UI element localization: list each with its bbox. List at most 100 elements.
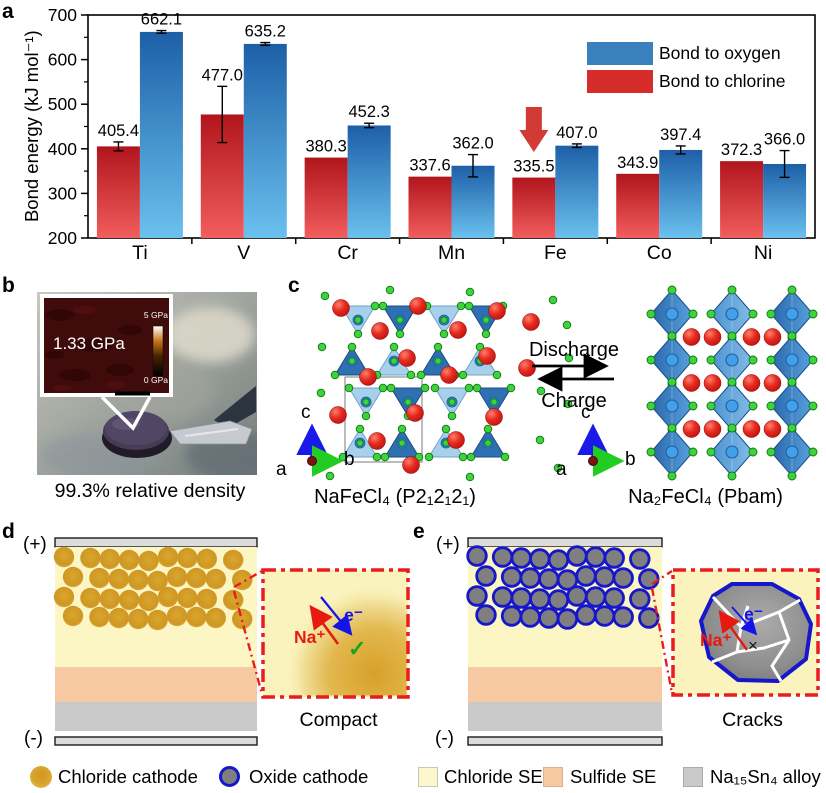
svg-text:372.3: 372.3 [721, 141, 762, 159]
axis-triad-left [296, 423, 344, 477]
panel-d-label: d [2, 520, 15, 543]
svg-text:397.4: 397.4 [660, 126, 701, 144]
panel-b-c-graphics [37, 285, 818, 482]
highlight-arrow-icon [519, 107, 549, 152]
current-collector-top [467, 537, 663, 548]
na2fecl4-structure [646, 285, 818, 481]
legend-chloride-cathode: Chloride cathode [58, 766, 198, 787]
relative-density-caption: 99.3% relative density [54, 480, 246, 502]
charge-label: Charge [541, 390, 607, 412]
sulfide-se-layer [55, 667, 257, 702]
svg-text:452.3: 452.3 [348, 103, 389, 121]
colorbar-min-label: 0 GPa [143, 375, 168, 385]
axis-triad-right [577, 423, 625, 477]
na-arrow-icon [718, 610, 748, 651]
svg-text:337.6: 337.6 [409, 157, 450, 175]
pressure-label: 1.33 GPa [53, 334, 125, 353]
bar-chlorine-Ni [720, 161, 764, 238]
e-positive-terminal: (+) [436, 534, 460, 555]
current-collector-top [54, 537, 258, 548]
legend-label-chlorine: Bond to chlorine [659, 71, 786, 91]
svg-text:380.3: 380.3 [305, 138, 346, 156]
discharge-label: Discharge [528, 339, 620, 361]
axis-b-label-right: b [625, 449, 636, 470]
axis-b-label-left: b [344, 449, 355, 470]
right-structure-formula: Na₂FeCl₄ (Pbam) [628, 486, 783, 508]
check-icon: ✓ [348, 636, 367, 661]
panel-b-label: b [2, 274, 15, 297]
alloy-layer [468, 702, 662, 731]
axis-a-label-right: a [556, 459, 567, 480]
svg-text:362.0: 362.0 [452, 135, 493, 153]
current-collector-bottom [467, 736, 663, 746]
bar-oxygen-Fe [555, 145, 599, 238]
bar-chlorine-Mn [408, 176, 452, 238]
e-na-ion-label: Na⁺ [700, 630, 732, 650]
svg-text:635.2: 635.2 [245, 23, 286, 41]
svg-text:662.1: 662.1 [141, 11, 182, 29]
scalebar [115, 391, 150, 396]
svg-text:Cr: Cr [337, 242, 358, 264]
svg-text:200: 200 [48, 228, 77, 248]
electron-arrow-icon [320, 596, 353, 636]
d-positive-terminal: (+) [23, 534, 47, 555]
callout-pointer [100, 395, 152, 431]
electron-arrow-icon [731, 606, 758, 636]
svg-text:Fe: Fe [544, 242, 567, 264]
compact-inset [261, 568, 410, 699]
bar-oxygen-V [243, 43, 287, 238]
bar-oxygen-Cr [347, 125, 391, 238]
left-structure-formula: NaFeCl₄ (P2₁2₁2₁) [314, 486, 476, 508]
legend-swatch-oxygen [587, 42, 653, 65]
sulfide-se-icon [543, 767, 563, 787]
legend-swatch-chlorine [587, 70, 653, 93]
bar-chlorine-Fe [512, 177, 556, 238]
oxide-cathode-icon [219, 766, 240, 787]
bond-energy-chart: 200 300 400 500 600 700 405.4 662.1 Ti 477.0 635.2… [48, 5, 816, 264]
svg-text:V: V [237, 242, 250, 264]
svg-text:700: 700 [48, 5, 77, 25]
svg-text:477.0: 477.0 [202, 66, 243, 84]
cell-stack-d [54, 537, 258, 746]
nafecl4-structure [316, 285, 574, 482]
legend-chloride-se: Chloride SE [444, 766, 543, 787]
e-negative-terminal: (-) [435, 728, 454, 749]
chloride-cathode-particles [53, 546, 253, 631]
legend-sulfide-se: Sulfide SE [570, 766, 657, 787]
svg-text:Ti: Ti [132, 242, 148, 264]
svg-text:405.4: 405.4 [98, 122, 139, 140]
svg-text:335.5: 335.5 [513, 158, 554, 176]
cracks-caption: Cracks [722, 709, 783, 731]
svg-text:Mn: Mn [438, 242, 465, 264]
current-collector-bottom [54, 736, 258, 746]
alloy-icon [683, 767, 703, 787]
cracks-inset [671, 568, 820, 697]
colorbar [152, 325, 164, 377]
panel-e-label: e [413, 520, 425, 543]
axis-a-label-left: a [276, 459, 287, 480]
svg-text:343.9: 343.9 [617, 154, 658, 172]
chloride-cathode-icon [30, 766, 52, 788]
cell-stack-e [467, 537, 663, 746]
colorbar-max-label: 5 GPa [143, 310, 168, 320]
na-arrow-icon [309, 604, 340, 645]
d-electron-label: e⁻ [344, 605, 363, 625]
svg-text:Ni: Ni [754, 242, 772, 264]
e-electron-label: e⁻ [744, 604, 763, 624]
sulfide-se-layer [468, 667, 662, 702]
chloride-se-icon [418, 767, 438, 787]
svg-text:300: 300 [48, 183, 77, 203]
tweezers-handle [214, 386, 256, 428]
svg-text:Co: Co [647, 242, 672, 264]
bar-chlorine-Cr [304, 157, 348, 238]
y-axis-label: Bond energy (kJ mol⁻¹) [20, 30, 42, 223]
bar-chlorine-Co [616, 173, 660, 238]
alloy-layer [55, 702, 257, 731]
bar-chlorine-Ti [96, 146, 140, 238]
cross-icon: × [748, 636, 758, 655]
svg-text:600: 600 [48, 50, 77, 70]
d-na-ion-label: Na⁺ [294, 627, 326, 647]
compact-caption: Compact [299, 709, 378, 731]
svg-text:366.0: 366.0 [764, 131, 805, 149]
